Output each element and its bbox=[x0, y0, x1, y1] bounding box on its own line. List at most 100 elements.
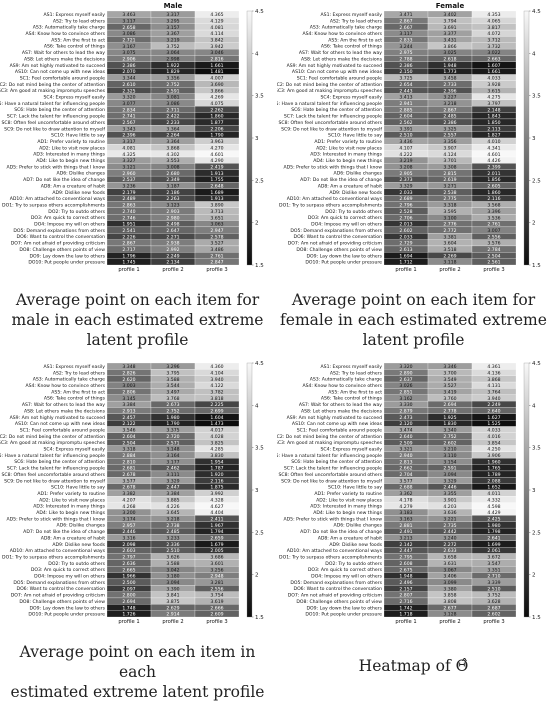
cell-value: 2.706 bbox=[399, 215, 412, 221]
cell-value: 2.948 bbox=[210, 574, 223, 580]
cell-value: 1.773 bbox=[443, 69, 456, 75]
cell-value: 3.942 bbox=[210, 44, 223, 50]
cell-value: 3.317 bbox=[166, 12, 179, 18]
cell-value: 3.163 bbox=[399, 516, 412, 522]
row-label: AS3: Automatically take charge bbox=[33, 377, 105, 383]
cell-value: 3.658 bbox=[443, 555, 456, 561]
cell-value: 3.320 bbox=[399, 364, 412, 370]
row-label: AD2: Like to visit new places bbox=[316, 497, 383, 503]
cell-value: 2.667 bbox=[399, 25, 412, 31]
row-label: SC2: Do not mind being the center of att… bbox=[0, 82, 105, 88]
cell-value: 3.380 bbox=[443, 586, 456, 592]
cell-value: 2.633 bbox=[443, 548, 456, 554]
cell-value: 2.070 bbox=[122, 69, 135, 75]
cell-value: 4.007 bbox=[210, 76, 223, 82]
cell-value: 3.940 bbox=[487, 396, 500, 402]
cell-value: 3.672 bbox=[487, 555, 500, 561]
cell-value: 3.830 bbox=[210, 453, 223, 459]
row-label: AD4: Like to begin new things bbox=[36, 158, 105, 164]
cell-value: 3.227 bbox=[443, 95, 456, 101]
cell-value: 3.768 bbox=[166, 396, 179, 402]
cell-value: 2.033 bbox=[399, 190, 412, 196]
cell-value: 2.262 bbox=[210, 107, 223, 113]
cell-value: 2.226 bbox=[122, 234, 135, 240]
cell-value: 4.360 bbox=[210, 364, 223, 370]
row-label: AD6: Dislike changes bbox=[334, 171, 383, 177]
row-label: AS2: Try to lead others bbox=[330, 370, 383, 376]
cell-value: 2.591 bbox=[443, 466, 456, 472]
row-label: AS2: Try to lead others bbox=[330, 18, 383, 24]
cell-value: 3.343 bbox=[122, 126, 135, 132]
row-label: DO8: Challenge others points of view bbox=[19, 247, 105, 253]
cell-value: 3.474 bbox=[399, 428, 412, 434]
cell-value: 4.353 bbox=[487, 12, 500, 18]
cell-value: 3.221 bbox=[443, 516, 456, 522]
cell-value: 2.206 bbox=[210, 126, 223, 132]
cell-value: 2.504 bbox=[487, 253, 500, 259]
row-label: AS10: Can not come up with new ideas bbox=[15, 421, 106, 427]
row-label: AS5: Am the first to act bbox=[328, 389, 382, 395]
cell-value: 2.442 bbox=[443, 529, 456, 535]
cell-value: 2.491 bbox=[399, 529, 412, 535]
cell-value: 4.325 bbox=[122, 152, 135, 158]
colorbar-tick-label: 3 bbox=[532, 136, 536, 142]
cell-value: 2.992 bbox=[166, 247, 179, 253]
cell-value: 3.868 bbox=[166, 145, 179, 151]
cell-value: 1.726 bbox=[122, 612, 135, 618]
cell-value: 3.431 bbox=[443, 37, 456, 43]
cell-value: 3.794 bbox=[443, 18, 456, 24]
cell-value: 1.966 bbox=[122, 574, 135, 580]
cell-value: 2.752 bbox=[443, 434, 456, 440]
colorbar-tick-label: 4.5 bbox=[255, 361, 264, 367]
cell-value: 2.510 bbox=[487, 586, 500, 592]
cell-value: 1.920 bbox=[210, 472, 223, 478]
row-label: AD4: Like to begin new things bbox=[313, 510, 382, 516]
cell-value: 3.117 bbox=[399, 31, 412, 37]
cell-value: 2.157 bbox=[399, 586, 412, 592]
row-label: AD9: Dislike new foods bbox=[329, 190, 382, 196]
cell-value: 2.681 bbox=[122, 466, 135, 472]
cell-value: 3.355 bbox=[443, 491, 456, 497]
cell-value: 3.396 bbox=[487, 209, 500, 215]
cell-value: 1.948 bbox=[399, 574, 412, 580]
cell-value: 3.007 bbox=[487, 228, 500, 234]
cell-value: 3.064 bbox=[166, 50, 179, 56]
cell-value: 2.807 bbox=[399, 593, 412, 599]
cell-value: 1.712 bbox=[399, 260, 412, 266]
colorbar-tick-label: 2.5 bbox=[532, 530, 541, 536]
cell-value: 3.022 bbox=[487, 50, 500, 56]
row-label: DO6: Want to control the conversation bbox=[294, 586, 383, 592]
cell-value: 3.329 bbox=[443, 478, 456, 484]
cell-value: 2.833 bbox=[399, 37, 412, 43]
cell-value: 2.620 bbox=[122, 377, 135, 383]
row-label: SC6: Hate being the center of attention bbox=[14, 107, 105, 113]
cell-value: 1.755 bbox=[210, 177, 223, 183]
cell-value: 2.386 bbox=[399, 63, 412, 69]
cell-value: 2.847 bbox=[210, 260, 223, 266]
cell-value: 3.390 bbox=[166, 586, 179, 592]
cell-value: 2.411 bbox=[210, 516, 223, 522]
cell-value: 3.318 bbox=[443, 203, 456, 209]
cell-value: 3.174 bbox=[122, 516, 135, 522]
cell-value: 3.547 bbox=[487, 561, 500, 567]
colorbar-tick-label: 1.5 bbox=[532, 263, 541, 269]
column-label: profile 2 bbox=[162, 267, 183, 273]
cell-value: 3.782 bbox=[210, 389, 223, 395]
colorbar-tick-label: 3 bbox=[532, 488, 536, 494]
row-label: AS4: Know how to convince others bbox=[25, 383, 105, 389]
cell-value: 3.615 bbox=[487, 88, 500, 94]
column-label: profile 1 bbox=[118, 267, 139, 273]
row-label: DO6: Want to control the conversation bbox=[17, 586, 106, 592]
cell-value: 2.122 bbox=[122, 421, 135, 427]
cell-value: 3.471 bbox=[399, 12, 412, 18]
row-label: SC9: Do not like to draw attention to my… bbox=[281, 478, 382, 484]
caption-all: Average point on each item in each estim… bbox=[10, 643, 265, 701]
cell-value: 1.843 bbox=[487, 114, 500, 120]
cell-value: 2.775 bbox=[443, 196, 456, 202]
row-label: DO8: Challenge others points of view bbox=[296, 247, 382, 253]
cell-value: 3.356 bbox=[166, 76, 179, 82]
cell-value: 2.269 bbox=[443, 253, 456, 259]
cell-value: 3.384 bbox=[166, 491, 179, 497]
row-label: DO6: Want to control the conversation bbox=[294, 234, 383, 240]
row-label: AD1: Prefer variety to routine bbox=[314, 139, 382, 145]
